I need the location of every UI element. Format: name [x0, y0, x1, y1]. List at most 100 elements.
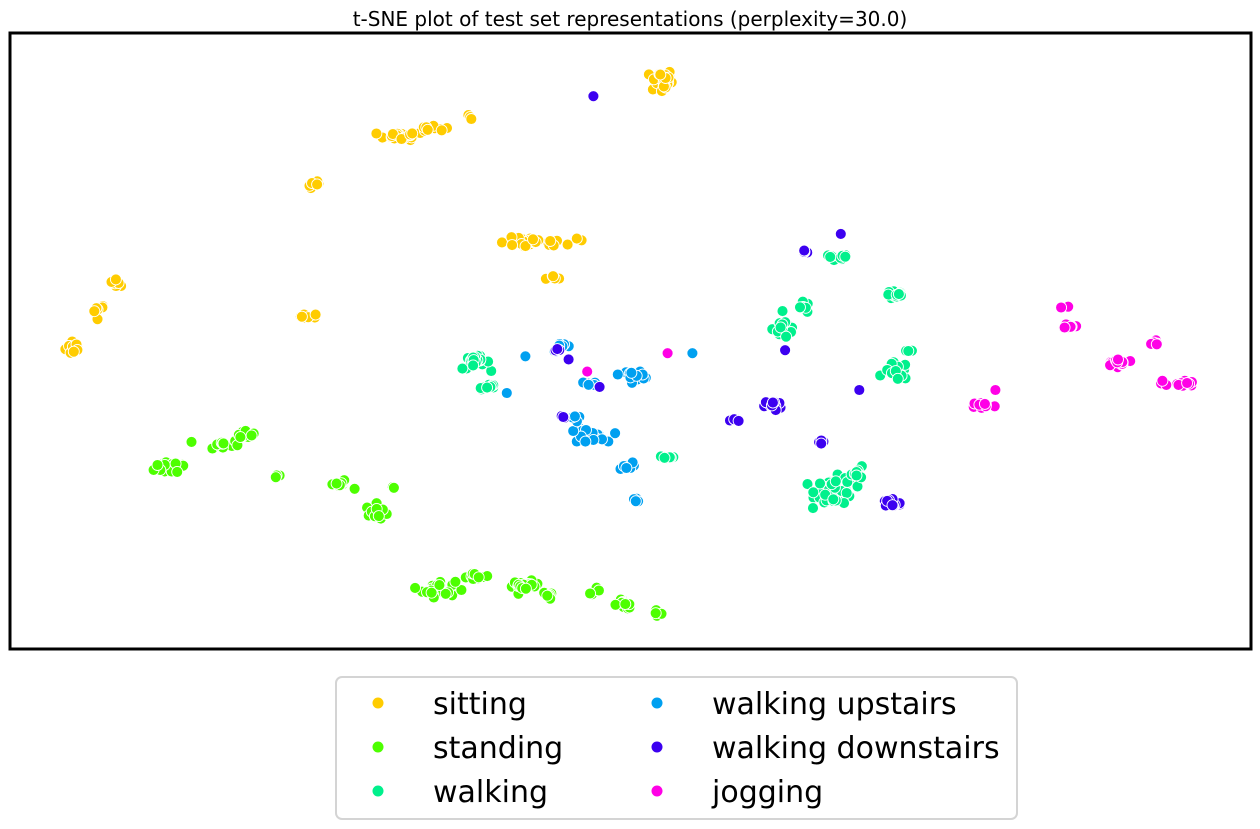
data-point — [370, 127, 383, 140]
data-point — [989, 384, 1002, 396]
data-point — [582, 378, 595, 391]
data-point — [902, 345, 915, 357]
data-point — [593, 380, 606, 393]
data-point — [776, 305, 789, 318]
data-point — [544, 235, 557, 247]
data-point — [541, 589, 554, 602]
data-point — [609, 598, 622, 611]
legend: sitting standing walking walking upstairs wa… — [335, 676, 1018, 820]
data-point — [798, 244, 811, 257]
data-point — [839, 250, 852, 263]
data-point — [433, 579, 446, 592]
data-point — [151, 459, 164, 471]
data-point — [1112, 353, 1124, 366]
data-point — [67, 345, 80, 358]
data-point — [421, 123, 434, 136]
data-point — [1156, 374, 1169, 387]
legend-label: walking upstairs — [712, 687, 957, 722]
points-layer — [59, 65, 1198, 622]
data-point — [774, 321, 787, 334]
legend-box — [335, 676, 1018, 820]
data-point — [620, 462, 633, 474]
legend-marker — [372, 785, 384, 797]
data-point — [439, 587, 452, 600]
data-point — [779, 344, 792, 357]
data-point — [579, 435, 592, 448]
data-point — [658, 451, 671, 464]
data-point — [1150, 338, 1163, 351]
data-point — [449, 575, 462, 588]
data-point — [481, 381, 494, 394]
series-walking-upstairs — [500, 338, 699, 508]
legend-label: walking — [433, 775, 548, 810]
data-point — [171, 465, 184, 478]
data-point — [234, 431, 247, 444]
data-point — [311, 178, 324, 191]
data-point — [886, 499, 899, 512]
data-point — [649, 607, 662, 620]
data-point — [500, 387, 513, 399]
series-standing — [147, 424, 668, 622]
data-point — [629, 495, 642, 508]
data-point — [850, 469, 863, 482]
legend-label: jogging — [711, 775, 823, 810]
data-point — [834, 227, 847, 240]
data-point — [609, 427, 622, 440]
legend-label: walking downstairs — [712, 731, 1000, 766]
data-point — [570, 232, 583, 245]
data-point — [829, 475, 842, 488]
data-point — [519, 582, 532, 595]
data-point — [519, 240, 532, 253]
data-point — [88, 305, 101, 318]
data-point — [562, 353, 575, 366]
data-point — [425, 586, 438, 599]
data-point — [372, 510, 385, 523]
data-point — [827, 493, 840, 506]
data-point — [561, 238, 574, 251]
data-point — [245, 429, 258, 442]
data-point — [551, 343, 564, 356]
data-point — [815, 437, 828, 450]
data-point — [892, 288, 905, 301]
data-point — [557, 411, 570, 423]
data-point — [455, 584, 468, 596]
data-point — [794, 301, 806, 314]
legend-label: sitting — [433, 687, 527, 722]
series-walking — [456, 249, 918, 515]
data-point — [686, 347, 699, 360]
data-point — [625, 366, 638, 379]
data-point — [387, 481, 400, 494]
legend-marker — [372, 697, 384, 709]
data-point — [807, 486, 820, 499]
series-jogging — [581, 300, 1198, 414]
data-point — [661, 347, 674, 360]
data-point — [619, 598, 632, 611]
data-point — [1181, 377, 1194, 389]
legend-item-standing: standing — [372, 731, 563, 766]
data-point — [295, 310, 308, 323]
data-point — [409, 581, 422, 594]
data-point — [435, 124, 448, 137]
data-point — [185, 435, 198, 448]
data-point — [309, 308, 322, 321]
data-point — [348, 482, 361, 495]
data-point — [581, 365, 594, 378]
data-point — [217, 437, 230, 450]
legend-item-walking: walking — [372, 775, 548, 810]
data-point — [1055, 301, 1068, 314]
plot-frame — [8, 31, 1253, 651]
legend-item-sitting: sitting — [372, 687, 527, 722]
data-point — [611, 368, 624, 381]
data-point — [824, 250, 837, 263]
legend-item-walking-upstairs: walking upstairs — [651, 687, 957, 722]
data-point — [780, 330, 793, 343]
data-point — [456, 362, 469, 375]
data-point — [465, 113, 478, 125]
series-walking-downstairs — [549, 90, 906, 512]
data-point — [853, 384, 866, 396]
data-point — [801, 478, 814, 491]
data-point — [654, 68, 667, 81]
data-point — [1058, 321, 1071, 334]
legend-item-jogging: jogging — [651, 775, 823, 810]
